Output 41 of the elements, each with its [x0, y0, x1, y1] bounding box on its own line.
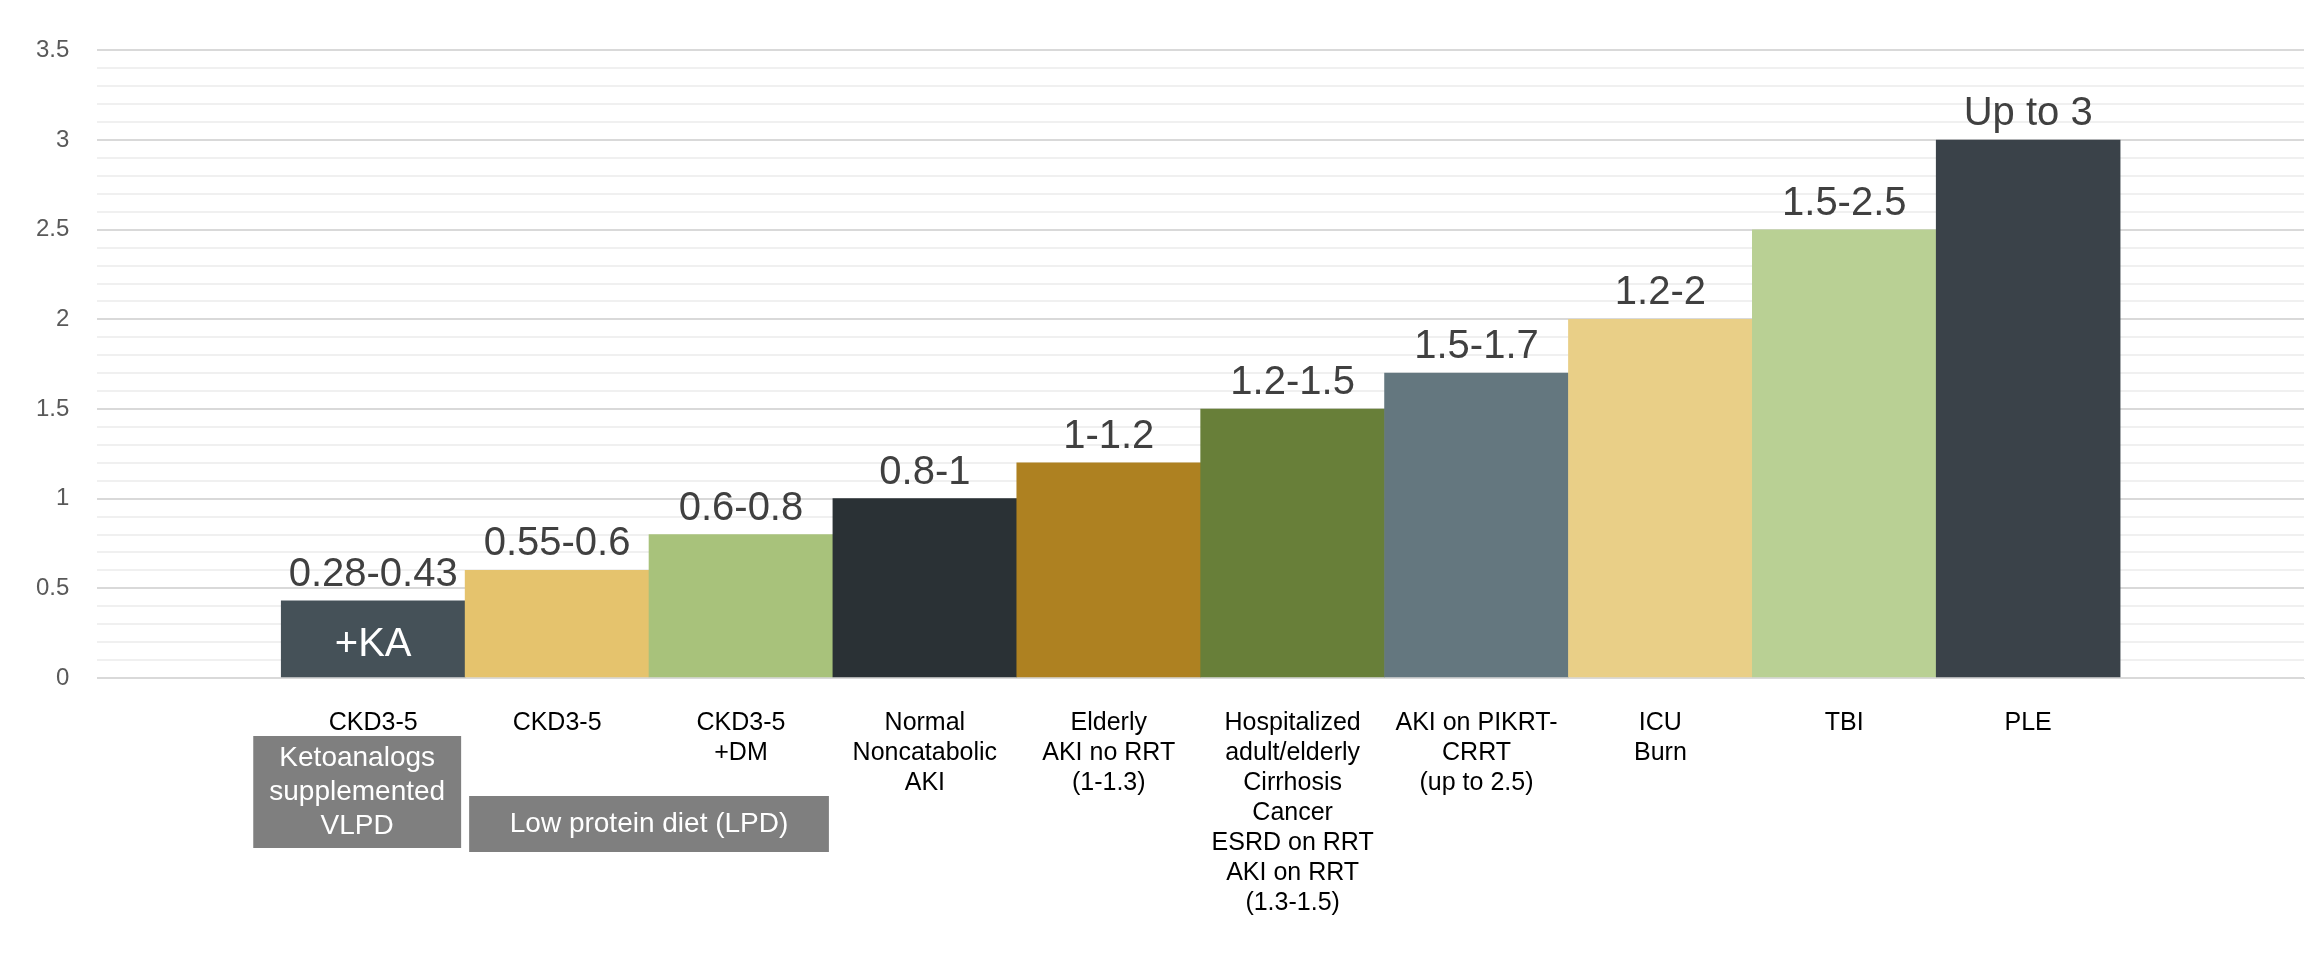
data-label: 1.2-2 [1614, 268, 1706, 313]
bar [1016, 462, 1202, 678]
data-label: 1.2-1.5 [1230, 358, 1355, 403]
y-tick-label: 1 [56, 483, 70, 511]
y-tick-label: 0.5 [35, 572, 70, 600]
x-tick-label: Normal Noncatabolic AKI [852, 706, 998, 795]
x-tick-label: Hospitalized adult/elderly Cirrhosis Cancer ESRD on RRT AKI on RRT (1.3-1.5) [1211, 706, 1374, 915]
text: Low protein diet (LPD) [509, 806, 789, 838]
data-label: 1-1.2 [1063, 411, 1155, 456]
bar [1752, 229, 1937, 678]
x-tick-label: Elderly AKI no RRT (1-1.3) [1042, 706, 1176, 795]
bar [648, 534, 834, 678]
y-tick-label: 0 [56, 662, 70, 690]
bar [1200, 408, 1385, 678]
y-tick-label: 3 [56, 124, 70, 152]
bar [280, 600, 466, 678]
data-label: 0.28-0.43 [288, 549, 458, 594]
text: Ketoanalogs supplemented VLPD [269, 740, 446, 840]
y-tick-label: 2 [56, 304, 70, 331]
x-tick-label: CKD3-5 [512, 706, 602, 735]
bar [832, 498, 1018, 678]
bar [1935, 139, 2121, 678]
x-tick-label: TBI [1824, 706, 1864, 735]
y-tick-label: 3.5 [35, 35, 70, 63]
data-label: 0.55-0.6 [483, 519, 631, 564]
y-tick-label: 1.5 [35, 393, 70, 421]
bar [464, 570, 650, 678]
bar [1568, 319, 1753, 678]
y-tick-label: 2.5 [35, 214, 70, 242]
data-label: 0.6-0.8 [678, 483, 804, 528]
x-tick-label: CKD3-5 [328, 706, 418, 735]
x-tick-label: PLE [2004, 706, 2052, 735]
annotation: +KA [334, 619, 412, 664]
data-label: Up to 3 [1963, 89, 2093, 134]
data-label: 1.5-1.7 [1414, 322, 1539, 367]
bar [1384, 372, 1569, 678]
x-tick-label: AKI on PIKRT- CRRT (up to 2.5) [1395, 706, 1558, 795]
data-label: 0.8-1 [879, 447, 971, 492]
data-label: 1.5-2.5 [1782, 178, 1907, 223]
x-tick-label: ICU Burn [1633, 706, 1687, 765]
x-tick-label: CKD3-5 +DM [696, 706, 786, 765]
